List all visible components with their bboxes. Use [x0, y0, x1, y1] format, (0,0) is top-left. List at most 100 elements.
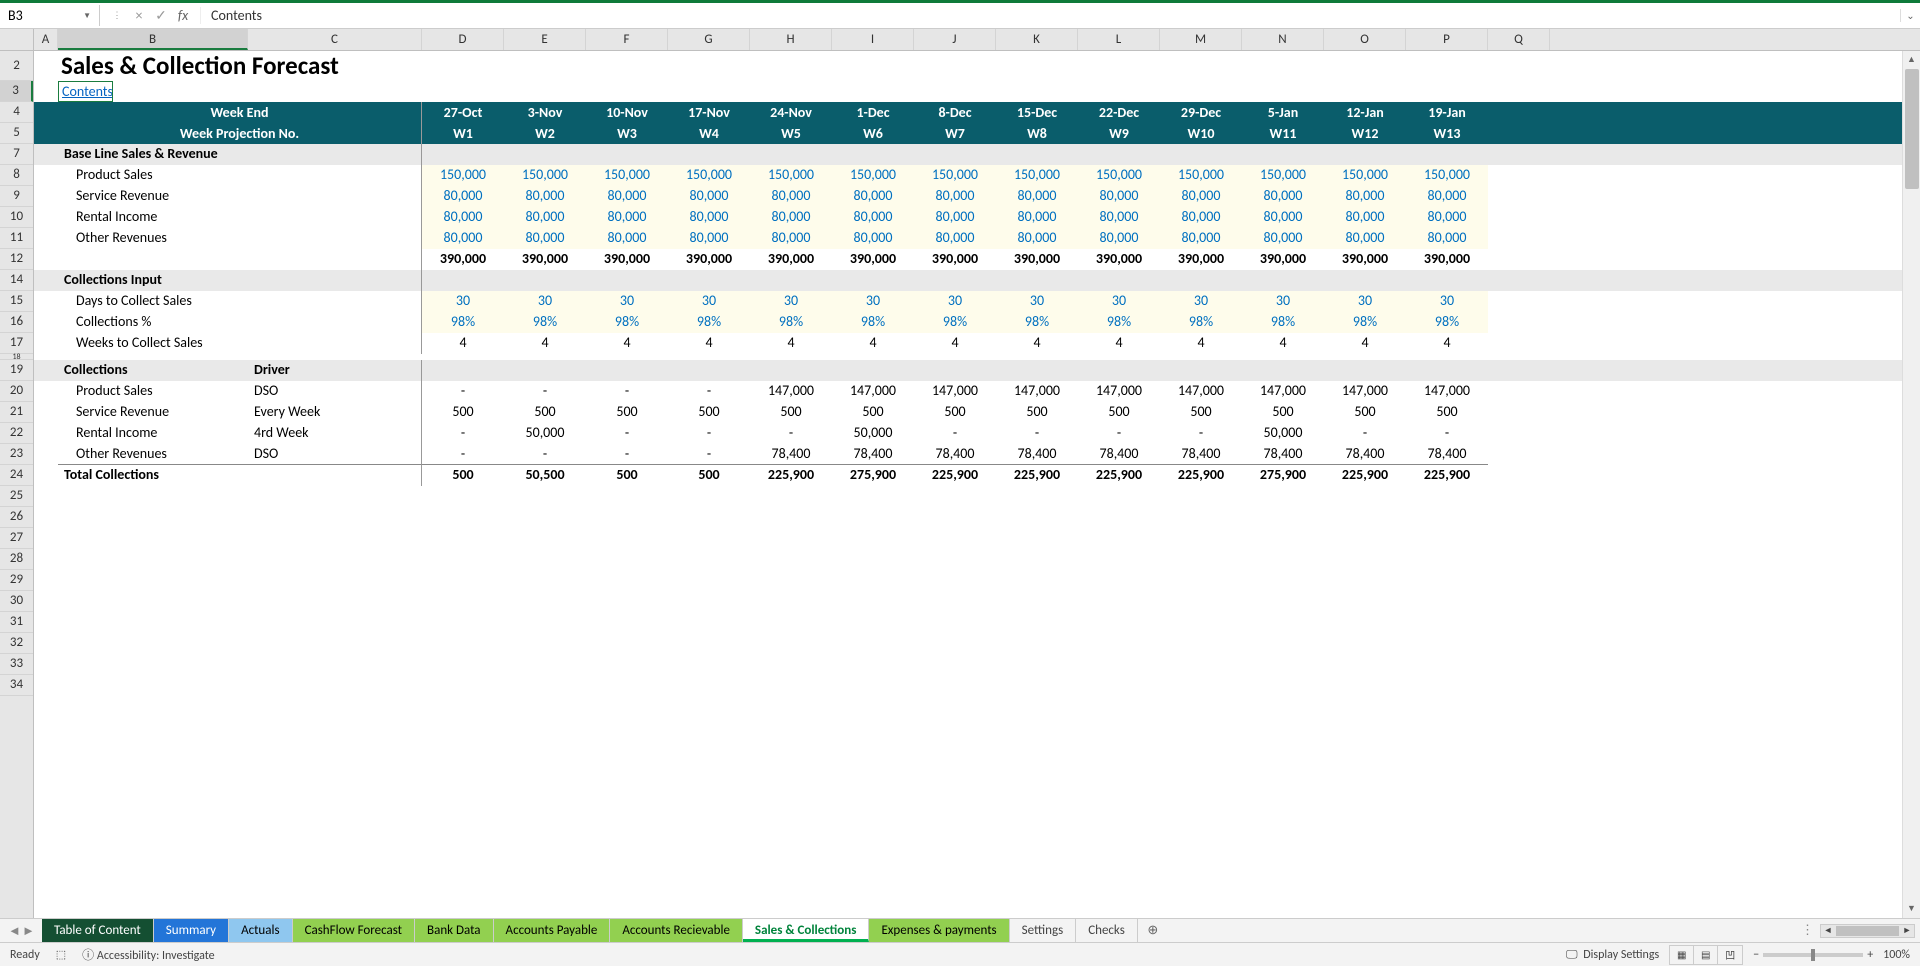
sheet-tab[interactable]: Actuals	[229, 919, 293, 942]
cell[interactable]: 98%	[1324, 312, 1406, 333]
cell[interactable]: 80,000	[1160, 207, 1242, 228]
cell[interactable]	[996, 360, 1078, 381]
cell[interactable]	[34, 360, 58, 381]
sheet-tab[interactable]: Accounts Recievable	[610, 919, 743, 942]
cell[interactable]: 80,000	[1324, 186, 1406, 207]
cell[interactable]: 78,400	[750, 444, 832, 465]
cell[interactable]: 98%	[504, 312, 586, 333]
cell[interactable]: Total Collections	[58, 465, 248, 486]
cell[interactable]: 147,000	[1078, 381, 1160, 402]
scroll-up-icon[interactable]: ▲	[1903, 51, 1920, 69]
row-header-7[interactable]: 7	[0, 144, 33, 165]
cell[interactable]: Week End	[58, 102, 422, 123]
cell[interactable]: 80,000	[1078, 207, 1160, 228]
select-all-corner[interactable]	[0, 29, 34, 50]
cell[interactable]: 150,000	[1078, 165, 1160, 186]
cell[interactable]: Service Revenue	[58, 402, 248, 423]
row-header-2[interactable]: 2	[0, 51, 33, 81]
hscroll-thumb[interactable]	[1836, 926, 1899, 936]
row-header-23[interactable]: 23	[0, 444, 33, 465]
row-header-34[interactable]: 34	[0, 675, 33, 696]
row-header-21[interactable]: 21	[0, 402, 33, 423]
cell[interactable]: 4	[914, 333, 996, 354]
cell[interactable]: 150,000	[750, 165, 832, 186]
cell[interactable]: 390,000	[1406, 249, 1488, 270]
sheet-tab[interactable]: Bank Data	[415, 919, 494, 942]
cell[interactable]: DSO	[248, 444, 422, 465]
tab-next-icon[interactable]: ►	[22, 923, 34, 939]
cell[interactable]	[248, 291, 422, 312]
cell[interactable]: 390,000	[750, 249, 832, 270]
cell[interactable]: 150,000	[1242, 165, 1324, 186]
scroll-thumb[interactable]	[1905, 69, 1919, 189]
cell[interactable]: 80,000	[1406, 228, 1488, 249]
cell[interactable]: 147,000	[1160, 381, 1242, 402]
cell[interactable]: 98%	[914, 312, 996, 333]
cell[interactable]: 500	[1324, 402, 1406, 423]
cell[interactable]: 500	[1406, 402, 1488, 423]
cell[interactable]: 30	[1242, 291, 1324, 312]
cell[interactable]	[34, 207, 58, 228]
cell[interactable]: 3-Nov	[504, 102, 586, 123]
cell[interactable]: 80,000	[668, 207, 750, 228]
cell[interactable]: W8	[996, 123, 1078, 144]
cell[interactable]: 500	[586, 465, 668, 486]
cell[interactable]: W7	[914, 123, 996, 144]
cell[interactable]: -	[996, 423, 1078, 444]
cell[interactable]: -	[586, 381, 668, 402]
cell[interactable]: 78,400	[1078, 444, 1160, 465]
cell[interactable]	[832, 360, 914, 381]
cell[interactable]: Days to Collect Sales	[58, 291, 248, 312]
cell[interactable]	[34, 381, 58, 402]
cell[interactable]	[34, 402, 58, 423]
cell[interactable]: Every Week	[248, 402, 422, 423]
cell[interactable]	[34, 249, 58, 270]
cell[interactable]: 225,900	[1324, 465, 1406, 486]
cell[interactable]	[34, 228, 58, 249]
cell[interactable]: Rental Income	[58, 207, 248, 228]
hscroll-right-icon[interactable]: ►	[1900, 925, 1914, 937]
cell[interactable]	[248, 207, 422, 228]
cell[interactable]: 10-Nov	[586, 102, 668, 123]
zoom-slider[interactable]: − +	[1753, 948, 1873, 962]
cell[interactable]: 29-Dec	[1160, 102, 1242, 123]
cell[interactable]: 4	[750, 333, 832, 354]
col-header-M[interactable]: M	[1160, 29, 1242, 50]
cell[interactable]: DSO	[248, 381, 422, 402]
cell[interactable]	[1078, 144, 1160, 165]
cell[interactable]: Week Projection No.	[58, 123, 422, 144]
cell[interactable]: 27-Oct	[422, 102, 504, 123]
cell[interactable]: 225,900	[1406, 465, 1488, 486]
cell[interactable]	[1324, 144, 1406, 165]
cell[interactable]: 78,400	[996, 444, 1078, 465]
cell[interactable]: 500	[422, 465, 504, 486]
cell[interactable]: 150,000	[832, 165, 914, 186]
cell[interactable]: -	[504, 381, 586, 402]
cell[interactable]	[1406, 270, 1488, 291]
cell[interactable]: 150,000	[996, 165, 1078, 186]
cell[interactable]: 80,000	[832, 228, 914, 249]
cell[interactable]	[586, 270, 668, 291]
row-header-19[interactable]: 19	[0, 360, 33, 381]
cell[interactable]	[248, 186, 422, 207]
tab-prev-icon[interactable]: ◄	[8, 923, 20, 939]
cell[interactable]: 80,000	[1078, 186, 1160, 207]
cell[interactable]: 30	[914, 291, 996, 312]
cell[interactable]: Base Line Sales & Revenue	[58, 144, 422, 165]
sheet-tab[interactable]: Table of Content	[42, 919, 154, 942]
row-header-17[interactable]: 17	[0, 333, 33, 354]
cell[interactable]: W12	[1324, 123, 1406, 144]
cell[interactable]: 80,000	[422, 207, 504, 228]
row-header-24[interactable]: 24	[0, 465, 33, 486]
zoom-out-icon[interactable]: −	[1753, 948, 1759, 962]
cell[interactable]	[34, 165, 58, 186]
cell[interactable]: 500	[504, 402, 586, 423]
cell[interactable]: 225,900	[996, 465, 1078, 486]
cell[interactable]: 150,000	[1324, 165, 1406, 186]
cell[interactable]	[248, 165, 422, 186]
cell[interactable]: -	[586, 444, 668, 465]
cell[interactable]: Other Revenues	[58, 444, 248, 465]
cell[interactable]: 80,000	[1160, 228, 1242, 249]
cell[interactable]: 80,000	[1242, 207, 1324, 228]
sheet-tab[interactable]: Sales & Collections	[743, 919, 870, 942]
